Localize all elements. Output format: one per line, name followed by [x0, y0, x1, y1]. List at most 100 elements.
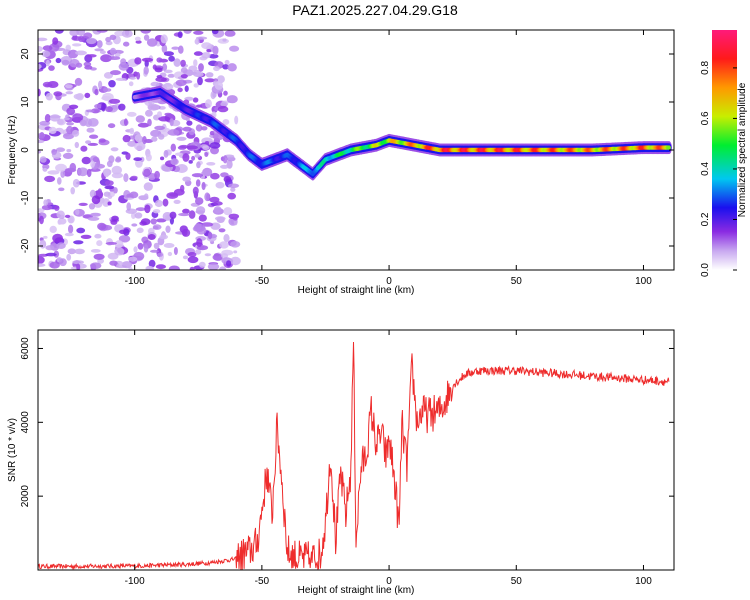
- noise-blob: [195, 124, 203, 132]
- noise-blob: [143, 66, 149, 75]
- noise-blob: [57, 177, 62, 185]
- noise-blob: [146, 38, 158, 47]
- noise-blob: [42, 45, 53, 51]
- noise-blob: [39, 239, 47, 249]
- noise-blob: [101, 102, 106, 112]
- noise-blob: [136, 227, 144, 234]
- noise-blob: [213, 206, 222, 214]
- noise-blob: [145, 109, 153, 117]
- noise-blob: [118, 235, 131, 243]
- noise-blob: [161, 83, 174, 90]
- noise-blob: [108, 56, 121, 60]
- noise-blob: [194, 154, 201, 158]
- noise-blob: [162, 198, 169, 207]
- noise-blob: [226, 95, 238, 104]
- noise-blob: [207, 231, 213, 240]
- noise-blob: [75, 93, 84, 101]
- noise-blob: [154, 170, 161, 179]
- ridge-core: [666, 145, 671, 150]
- noise-blob: [173, 199, 181, 204]
- noise-blob: [85, 140, 92, 145]
- noise-blob: [210, 172, 220, 180]
- noise-blob: [78, 202, 88, 206]
- noise-blob: [186, 145, 198, 150]
- noise-blob: [175, 79, 187, 87]
- noise-blob: [72, 129, 80, 137]
- noise-blob: [182, 153, 190, 162]
- noise-blob: [230, 256, 241, 266]
- noise-blob: [176, 136, 187, 141]
- noise-blob: [193, 30, 204, 35]
- noise-blob: [94, 233, 102, 239]
- colorbar-ticks: 0.0 0.2 0.4 0.6 0.8: [700, 61, 737, 277]
- spectrogram-ylabel: Frequency (Hz): [7, 116, 18, 185]
- noise-blob: [212, 47, 219, 56]
- noise-blob: [66, 122, 74, 126]
- noise-blob: [204, 253, 212, 257]
- noise-blob: [168, 265, 180, 270]
- noise-blob: [196, 206, 206, 215]
- noise-blob: [134, 134, 142, 143]
- noise-blob: [181, 228, 191, 237]
- noise-blob: [201, 171, 210, 175]
- noise-blob: [226, 260, 232, 267]
- x-tick-label: 50: [511, 276, 523, 287]
- noise-blob: [134, 212, 143, 219]
- noise-blob: [110, 70, 121, 76]
- noise-blob: [182, 208, 190, 214]
- noise-blob: [75, 208, 80, 216]
- noise-blob: [163, 51, 174, 57]
- chart-title: PAZ1.2025.227.04.29.G18: [292, 2, 458, 18]
- noise-blob: [158, 133, 165, 140]
- noise-blob: [63, 117, 70, 121]
- noise-blob: [80, 145, 88, 152]
- noise-blob: [94, 88, 99, 96]
- noise-blob: [137, 122, 150, 128]
- noise-blob: [84, 65, 93, 70]
- noise-blob: [184, 85, 189, 92]
- noise-blob: [38, 63, 42, 70]
- noise-blob: [224, 59, 230, 65]
- noise-blob: [214, 107, 220, 111]
- noise-blob: [141, 57, 154, 63]
- noise-blob: [156, 218, 167, 223]
- noise-blob: [108, 98, 121, 104]
- noise-blob: [170, 143, 176, 152]
- noise-blob: [211, 30, 219, 35]
- noise-blob: [38, 256, 45, 264]
- noise-blob: [152, 224, 162, 230]
- noise-blob: [188, 160, 193, 164]
- snr-axes: -100 -50 0 50 100 2000 4000 6000: [20, 330, 674, 587]
- noise-blob: [209, 130, 215, 136]
- noise-blob: [115, 77, 127, 81]
- noise-blob: [192, 186, 199, 196]
- noise-blob: [144, 193, 149, 199]
- noise-blob: [195, 36, 208, 40]
- noise-blob: [130, 175, 138, 180]
- y-tick-label: 2000: [20, 485, 31, 508]
- noise-blob: [126, 193, 134, 198]
- noise-blob: [144, 204, 151, 214]
- noise-blob: [100, 54, 112, 63]
- noise-blob: [191, 155, 196, 161]
- noise-blob: [177, 145, 187, 150]
- noise-blob: [201, 126, 208, 131]
- noise-blob: [182, 126, 192, 132]
- noise-blob: [169, 118, 174, 127]
- noise-blob: [122, 134, 131, 143]
- noise-blob: [156, 252, 164, 257]
- noise-blob: [150, 81, 160, 87]
- noise-blob: [43, 199, 49, 206]
- noise-blob: [166, 192, 179, 199]
- noise-blob: [97, 188, 103, 195]
- noise-blob: [162, 63, 168, 72]
- noise-blob: [217, 38, 229, 44]
- noise-blob: [65, 91, 74, 95]
- y-tick-label: 4000: [20, 411, 31, 434]
- noise-blob: [52, 37, 59, 45]
- noise-blob: [68, 216, 74, 224]
- noise-blob: [224, 30, 236, 37]
- noise-blob: [96, 40, 103, 49]
